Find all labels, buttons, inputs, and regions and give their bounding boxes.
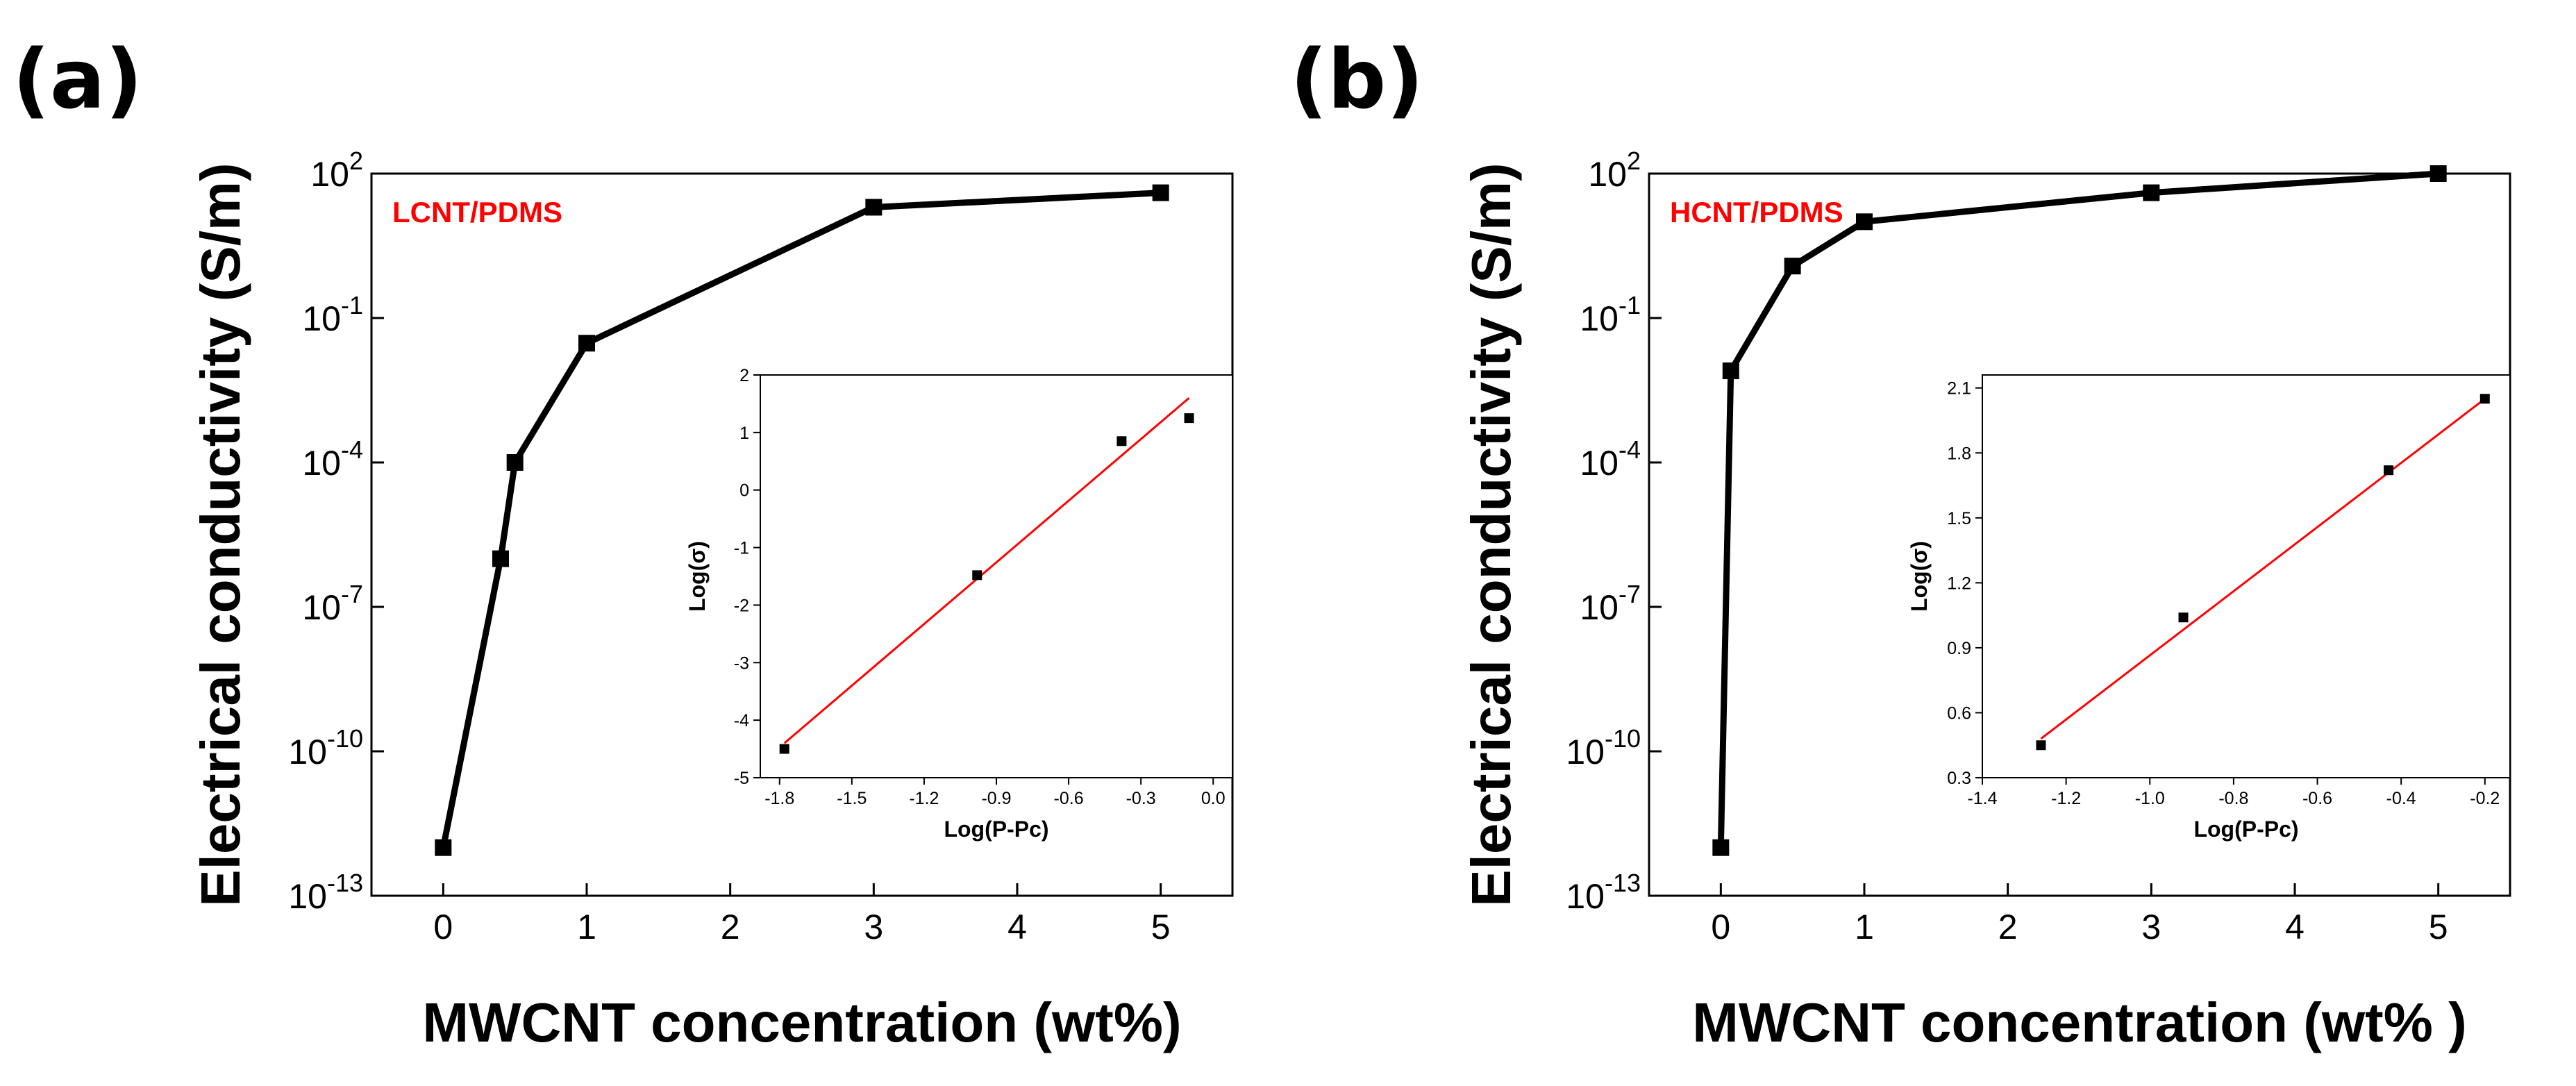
inset-y-axis-title: Log(σ) xyxy=(685,541,710,612)
x-tick-label: 1 xyxy=(577,908,596,946)
y-tick-label: 102 xyxy=(310,147,363,194)
y-tick-label: 10-4 xyxy=(302,435,363,483)
inset-y-tick-label: 0 xyxy=(739,481,749,501)
series-annotation: HCNT/PDMS xyxy=(1670,196,1843,228)
data-point xyxy=(1712,839,1730,856)
inset-x-tick-label: 0.0 xyxy=(1201,789,1226,808)
inset-x-tick-label: -1.4 xyxy=(1967,789,1997,808)
inset-x-tick-label: -1.0 xyxy=(2135,789,2165,808)
x-tick-label: 5 xyxy=(2429,908,2448,946)
y-tick-label: 10-13 xyxy=(288,869,363,916)
data-point xyxy=(492,550,509,567)
inset-chart: -1.8 -1.5 -1.2 -0.9 -0.6 -0.3 0.0 -5 -4 -3 -2 -1 0 1 2… xyxy=(685,366,1233,842)
inset-y-tick-label: 0.9 xyxy=(1947,639,1971,658)
x-axis-title: MWCNT concentration (wt% ) xyxy=(1692,992,2466,1053)
data-point xyxy=(1856,213,1873,231)
inset-y-tick-label: -5 xyxy=(734,769,749,788)
inset-y-tick-label: 1.2 xyxy=(1947,574,1971,593)
inset-y-tick-label: -3 xyxy=(734,653,749,673)
x-tick-label: 2 xyxy=(1998,908,2018,946)
series-line xyxy=(1717,170,2439,848)
x-tick-label: 5 xyxy=(1151,908,1171,946)
inset-x-tick-label: -0.4 xyxy=(2386,789,2416,808)
inset-y-tick-label: 1 xyxy=(739,424,749,443)
x-tick-label: 0 xyxy=(1711,908,1730,946)
x-tick-label: 1 xyxy=(1855,908,1874,946)
inset-x-tick-label: -0.8 xyxy=(2218,789,2248,808)
data-point xyxy=(506,454,524,471)
data-point xyxy=(435,839,452,856)
y-tick-label: 10-7 xyxy=(302,580,363,627)
inset-frame xyxy=(1982,374,2511,778)
y-axis-title: Electrical conductivity (S/m) xyxy=(190,162,251,906)
data-point xyxy=(2429,165,2447,182)
inset-x-tick-label: -0.6 xyxy=(1054,789,1084,808)
data-point xyxy=(865,199,883,216)
inset-y-tick-label: -1 xyxy=(734,539,749,558)
inset-x-tick-label: -1.5 xyxy=(837,789,867,808)
y-tick-label: 10-10 xyxy=(1566,724,1641,771)
data-point xyxy=(578,335,595,352)
inset-x-tick-label: -0.3 xyxy=(1126,789,1156,808)
y-axis-title: Electrical conductivity (S/m) xyxy=(1460,162,1522,906)
inset-background xyxy=(760,375,1232,778)
series-annotation: LCNT/PDMS xyxy=(392,196,562,228)
inset-y-tick-label: 1.8 xyxy=(1947,444,1971,463)
inset-x-tick-label: -0.9 xyxy=(981,789,1011,808)
x-tick-label: 4 xyxy=(1007,908,1027,946)
inset-x-tick-label: -0.2 xyxy=(2470,789,2500,808)
inset-y-tick-label: -2 xyxy=(734,596,749,615)
inset-x-tick-label: -0.6 xyxy=(2302,789,2332,808)
inset-x-tick-label: -1.2 xyxy=(909,789,939,808)
inset-y-tick-label: 0.3 xyxy=(1947,769,1971,788)
inset-background xyxy=(1982,375,2510,778)
inset-chart: -1.4 -1.2 -1.0 -0.8 -0.6 -0.4 -0.2 0.3 0.6 0.9 1.2… xyxy=(1907,374,2511,842)
inset-data-point xyxy=(1116,436,1127,446)
panel-label: (a) xyxy=(12,31,143,127)
inset-data-point xyxy=(1184,413,1194,424)
inset-data-point xyxy=(779,744,789,754)
x-axis-title: MWCNT concentration (wt%) xyxy=(422,992,1181,1053)
inset-y-tick-label: -4 xyxy=(734,711,749,730)
inset-x-axis-title: Log(P-Pc) xyxy=(2193,817,2298,842)
series-line xyxy=(440,190,1161,849)
data-point xyxy=(1152,184,1169,201)
data-point xyxy=(2143,184,2160,201)
y-tick-label: 10-4 xyxy=(1580,435,1641,483)
inset-y-tick-label: 2 xyxy=(739,366,749,385)
inset-y-axis-title: Log(σ) xyxy=(1907,541,1932,612)
x-tick-label: 3 xyxy=(864,908,883,946)
inset-fit-line xyxy=(2040,398,2486,740)
inset-y-tick-label: 2.1 xyxy=(1947,379,1971,399)
y-tick-label: 10-7 xyxy=(1580,580,1641,627)
y-tick-label: 10-1 xyxy=(302,291,363,338)
data-point xyxy=(1784,258,1801,275)
inset-data-point xyxy=(2036,740,2046,751)
inset-y-tick-label: 0.6 xyxy=(1947,703,1971,723)
panel-b: (b) 0 1 2 3 4 5 10-13 10-10 10-7 10-4 10-1 102 MWCNT … xyxy=(1290,31,2511,1053)
x-tick-label: 0 xyxy=(433,908,453,946)
y-tick-label: 10-13 xyxy=(1566,869,1641,916)
y-tick-label: 10-1 xyxy=(1580,291,1641,338)
inset-data-point xyxy=(2479,394,2490,404)
inset-data-point xyxy=(972,570,982,580)
inset-x-axis-title: Log(P-Pc) xyxy=(944,817,1048,842)
inset-data-point xyxy=(2384,465,2394,476)
inset-x-tick-label: -1.8 xyxy=(764,789,794,808)
y-tick-label: 10-10 xyxy=(288,724,363,771)
inset-y-tick-label: 1.5 xyxy=(1947,509,1971,528)
inset-fit-line xyxy=(783,397,1190,744)
data-point xyxy=(1722,362,1739,380)
panel-a: (a)0 1 2 3 4 510-1310-1010-710-410-1102MWCNT … xyxy=(12,31,1234,1053)
x-tick-label: 3 xyxy=(2141,908,2161,946)
y-tick-label: 102 xyxy=(1588,147,1641,194)
inset-x-tick-label: -1.2 xyxy=(2051,789,2081,808)
x-tick-label: 2 xyxy=(721,908,740,946)
inset-data-point xyxy=(2178,612,2189,623)
x-tick-label: 4 xyxy=(2285,908,2305,946)
panel-label: (b) xyxy=(1290,31,1423,127)
